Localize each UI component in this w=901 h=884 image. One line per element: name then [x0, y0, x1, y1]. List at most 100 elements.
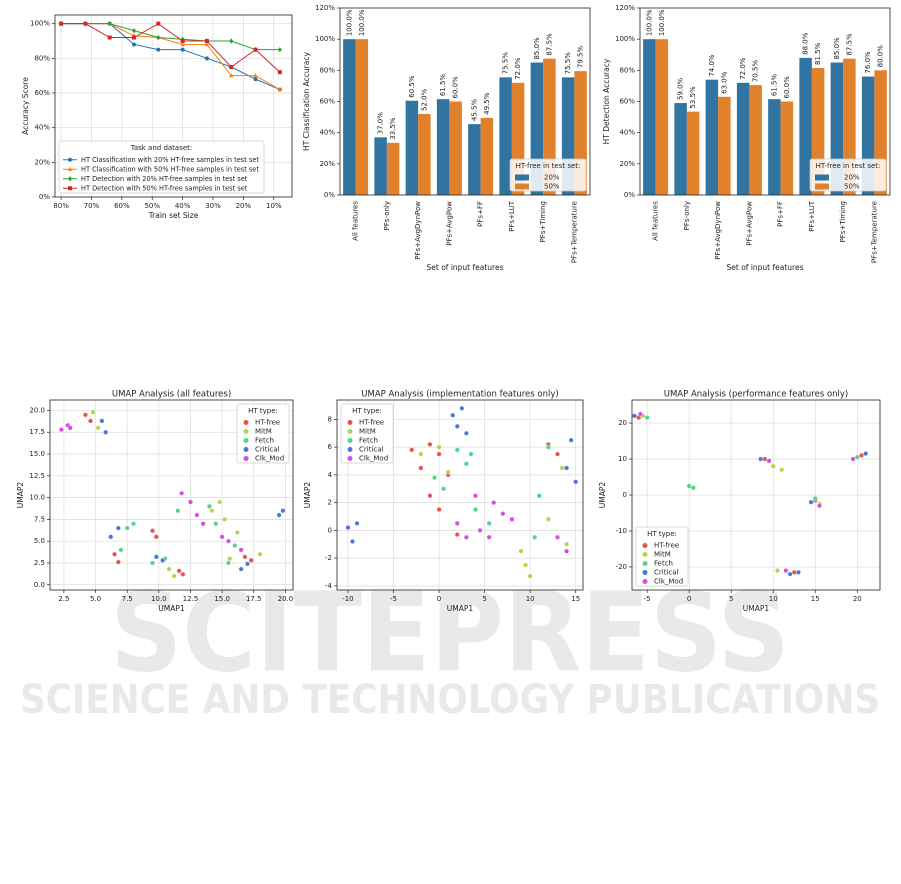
point: [486, 520, 492, 526]
point: [187, 499, 193, 505]
point: [67, 425, 73, 431]
y-tick-label: 60%: [619, 98, 635, 106]
point: [491, 500, 497, 506]
bar: [449, 101, 462, 195]
x-tick-label: 12.5: [183, 595, 199, 603]
value-label: 61.5%: [439, 74, 447, 97]
bar: [768, 99, 781, 195]
plot-frame: [49, 399, 294, 591]
x-tick-label: 10: [526, 595, 535, 603]
legend-box: [809, 158, 887, 192]
point: [277, 87, 283, 92]
point: [180, 571, 186, 577]
y-tick-label: 10: [618, 455, 627, 463]
watermark-title: SCITEPRESS: [110, 568, 790, 696]
point: [131, 521, 137, 527]
y-tick-label: 4: [328, 471, 333, 479]
x-tick-label: 20: [853, 595, 862, 603]
point: [523, 562, 529, 568]
legend-marker: [243, 420, 249, 425]
y-axis-label: Accuracy Score: [21, 77, 30, 135]
x-tick-label: 15: [571, 595, 580, 603]
y-tick-label: 20: [618, 419, 627, 427]
y-tick-label: 0%: [39, 193, 50, 201]
y-tick-label: 10.0: [29, 494, 45, 502]
point: [632, 413, 638, 419]
legend-marker: [68, 157, 72, 162]
legend-label: MitM: [654, 551, 671, 559]
legend-label: Clk_Mod: [654, 578, 683, 586]
point: [58, 427, 64, 433]
point: [545, 516, 551, 522]
legend-label: Fetch: [255, 437, 274, 445]
point: [253, 47, 258, 52]
legend-label: Clk_Mod: [255, 455, 284, 463]
point: [227, 556, 233, 562]
chart-title: UMAP Analysis (performance features only…: [664, 390, 849, 400]
point: [770, 463, 776, 469]
legend-marker: [347, 420, 353, 425]
x-tick-label: 10.0: [151, 595, 167, 603]
x-tick-label: All features: [652, 201, 660, 241]
bar: [780, 101, 794, 195]
point: [418, 451, 424, 457]
point: [644, 415, 650, 421]
legend-marker: [243, 456, 249, 461]
bar: [499, 77, 512, 195]
value-label: 100.0%: [658, 9, 666, 36]
point: [791, 569, 797, 575]
point: [431, 475, 437, 481]
x-tick-label: PFs+FF: [777, 201, 785, 227]
point: [527, 573, 533, 579]
bar: [436, 99, 450, 195]
point: [219, 534, 225, 540]
point: [454, 447, 460, 453]
legend-label: Critical: [255, 446, 280, 454]
legend-title: HT-free in test set:: [816, 162, 881, 170]
point: [204, 42, 210, 47]
point: [166, 566, 172, 572]
y-axis-label: HT Classification Accuracy: [302, 52, 311, 151]
point: [762, 456, 768, 462]
value-label: 75.5%: [564, 52, 572, 75]
x-tick-label: 20.0: [278, 595, 294, 603]
point: [863, 451, 869, 457]
point: [812, 496, 818, 502]
x-tick-label: 10%: [266, 202, 282, 210]
point: [253, 73, 258, 78]
bar: [799, 57, 812, 195]
point: [242, 554, 248, 560]
point: [690, 485, 696, 491]
point: [132, 35, 136, 40]
value-label: 45.5%: [470, 99, 478, 122]
x-tick-label: PFs+LUT: [808, 200, 816, 231]
point: [450, 412, 456, 418]
point: [276, 512, 282, 518]
point: [156, 34, 161, 41]
legend-swatch: [815, 174, 829, 181]
point: [463, 430, 469, 436]
legend-label: MitM: [359, 428, 376, 436]
point: [200, 521, 206, 527]
point: [441, 486, 447, 492]
y-tick-label: 40%: [619, 129, 635, 137]
x-tick-label: 5: [482, 595, 486, 603]
value-label: 60.5%: [408, 75, 416, 98]
point: [132, 42, 136, 47]
point: [108, 534, 114, 540]
x-tick-label: All features: [352, 201, 360, 241]
point: [536, 493, 542, 499]
y-tick-label: 15.0: [29, 450, 45, 458]
point: [176, 568, 182, 574]
point: [180, 39, 185, 43]
plot-frame: [631, 399, 881, 591]
value-label: 79.5%: [577, 46, 585, 69]
point: [171, 573, 177, 579]
legend-label: MitM: [255, 428, 272, 436]
point: [409, 447, 415, 453]
chart-title: UMAP Analysis (all features): [112, 390, 231, 400]
point: [238, 547, 244, 553]
point: [445, 469, 451, 475]
point: [554, 451, 560, 457]
y-tick-label: 0%: [624, 191, 635, 199]
